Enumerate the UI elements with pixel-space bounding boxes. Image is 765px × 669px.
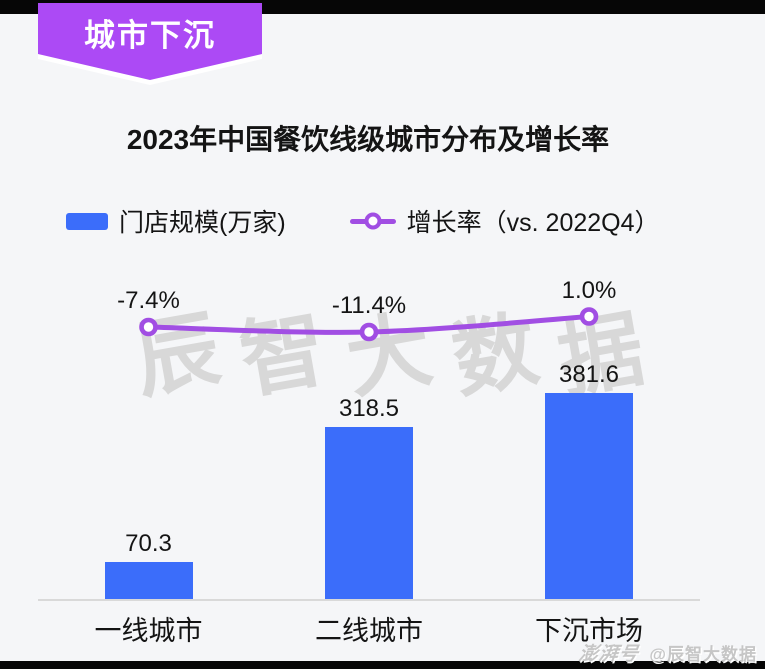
watermark-char: 数: [445, 301, 545, 409]
ribbon-body: [38, 3, 262, 80]
category-label: 下沉市场: [535, 616, 643, 646]
bar-tier1: [104, 561, 193, 600]
source-handle: @辰智大数据: [649, 645, 757, 664]
line-value-label: -11.4%: [331, 292, 407, 319]
bar-value-label: 381.6: [558, 361, 620, 388]
watermark-char: 智: [233, 301, 333, 409]
category-label: 一线城市: [94, 616, 203, 646]
line-legend-swatch: [349, 212, 396, 230]
bar-value-label: 318.5: [338, 395, 400, 423]
category-label: 二线城市: [315, 616, 423, 646]
pengpai-logo: 澎湃号: [577, 644, 641, 665]
bar-legend-swatch: [66, 212, 108, 230]
line-value-label: 1.0%: [561, 276, 617, 304]
section-ribbon: 城市下沉: [38, 3, 262, 91]
bar-sinking-market: [545, 393, 633, 600]
chart-title: 2023年中国餐饮线级城市分布及增长率: [126, 124, 610, 155]
legend: 门店规模(万家) 增长率（vs. 2022Q4）: [66, 204, 660, 238]
source-watermark: 澎湃号 @辰智大数据: [578, 639, 757, 665]
line-legend-label: 增长率（vs. 2022Q4）: [406, 209, 660, 237]
section-ribbon-label: 城市下沉: [84, 18, 216, 53]
x-axis-line: [38, 599, 700, 601]
bar-tier2: [325, 427, 413, 600]
bar-value-label: 70.3: [125, 529, 172, 557]
bar-legend-label: 门店规模(万家): [119, 209, 286, 237]
line-value-label: -7.4%: [117, 287, 180, 314]
ribbon-shape: [38, 3, 262, 85]
line-legend-marker-icon: [364, 212, 382, 230]
bottom-black-strip: [0, 661, 765, 669]
